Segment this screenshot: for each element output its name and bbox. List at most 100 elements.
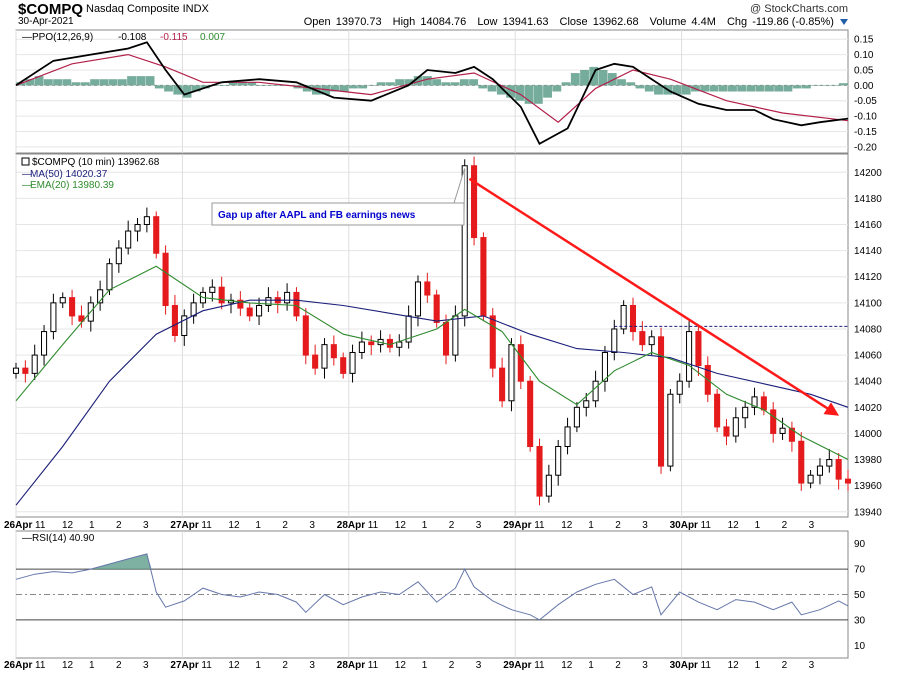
- candle-body: [555, 445, 562, 476]
- close-value: 13962.68: [592, 16, 639, 28]
- ppo-histogram-bar: [385, 82, 395, 86]
- ppo-histogram-bar: [672, 85, 682, 95]
- annotation-box: [211, 202, 465, 226]
- rsi-x-tick-label: 11: [368, 660, 379, 671]
- candle-body: [143, 216, 150, 226]
- ppo-histogram-bar: [339, 85, 349, 92]
- annotation-text: Gap up after AAPL and FB earnings news: [218, 210, 416, 221]
- candle-body: [760, 396, 767, 411]
- rsi-legend-swatch: —: [22, 533, 32, 544]
- candle-body: [816, 465, 823, 476]
- ppo-histogram-bar: [219, 85, 229, 86]
- price-x-tick-label: 3: [642, 520, 648, 531]
- price-tick-label: 14040: [854, 377, 882, 388]
- price-x-tick-label: 1: [422, 520, 428, 531]
- ppo-legend-value: -0.108: [118, 32, 147, 43]
- ppo-tick-label: 0.00: [854, 81, 874, 92]
- candle-body: [31, 354, 38, 374]
- price-x-tick-label: 26Apr: [4, 520, 32, 531]
- price-x-tick-label: 12: [62, 520, 74, 531]
- candle-body: [844, 478, 852, 484]
- ppo-tick-label: -0.20: [854, 142, 877, 153]
- candle-body: [22, 367, 29, 374]
- ppo-histogram-bar: [783, 85, 793, 92]
- candle-body: [611, 328, 618, 353]
- rsi-x-tick-label: 3: [642, 660, 648, 671]
- price-tick-label: 14080: [854, 324, 882, 335]
- candle-body: [798, 440, 805, 484]
- ohlc-readout: Open 13970.73 High 14084.76 Low 13941.63…: [304, 16, 848, 28]
- ppo-histogram-bar: [247, 82, 257, 86]
- ppo-histogram-bar: [265, 85, 275, 86]
- candle-body: [340, 357, 347, 374]
- ppo-tick-label: -0.05: [854, 96, 877, 107]
- price-x-tick-label: 3: [309, 520, 315, 531]
- ppo-histogram-bar: [617, 79, 626, 86]
- price-x-tick-label: 1: [588, 520, 594, 531]
- ma50-line: [15, 299, 849, 506]
- ppo-histogram-bar: [459, 79, 469, 86]
- candle-body: [676, 380, 683, 395]
- rsi-x-tick-label: 3: [809, 660, 815, 671]
- candle-body: [265, 297, 272, 306]
- candle-body: [59, 297, 66, 304]
- candle-body: [657, 336, 665, 467]
- candle-body: [12, 367, 20, 374]
- price-x-tick-label: 28Apr: [337, 520, 365, 531]
- price-x-tick-label: 12: [728, 520, 740, 531]
- candle-body: [452, 315, 459, 356]
- candle-body: [461, 165, 468, 317]
- price-tick-label: 14180: [854, 194, 882, 205]
- ppo-histogram-bar: [441, 82, 451, 86]
- ppo-histogram-bar: [358, 85, 368, 89]
- ppo-histogram-bar: [395, 79, 405, 86]
- volume-label: Volume: [649, 16, 687, 28]
- rsi-x-tick-label: 28Apr: [337, 660, 365, 671]
- candle-body: [508, 344, 515, 402]
- chg-value: -119.86 (-0.85%): [752, 16, 834, 28]
- price-x-tick-label: 11: [368, 520, 379, 531]
- ppo-legend-title: PPO(12,26,9): [32, 32, 93, 43]
- chart-header: $COMPQ Nasdaq Composite INDX 30-Apr-2021…: [0, 0, 900, 30]
- chg-label: Chg: [726, 16, 748, 28]
- price-x-tick-label: 30Apr: [670, 520, 698, 531]
- ppo-histogram-bar: [173, 85, 183, 95]
- price-tick-label: 14100: [854, 298, 882, 309]
- ppo-histogram-bar: [561, 82, 571, 86]
- ppo-histogram-bar: [838, 83, 848, 86]
- rsi-x-tick-label: 3: [143, 660, 149, 671]
- chevron-down-icon[interactable]: [840, 19, 848, 26]
- candle-body: [312, 354, 319, 369]
- candle-body: [218, 286, 225, 304]
- ppo-histogram-bar: [404, 79, 414, 86]
- ppo-histogram-bar: [709, 85, 719, 92]
- ppo-histogram-bar: [728, 85, 737, 92]
- rsi-x-tick-label: 11: [534, 660, 545, 671]
- ppo-histogram-bar: [62, 79, 72, 86]
- ppo-tick-label: -0.15: [854, 127, 877, 138]
- candle-body: [779, 427, 786, 434]
- ppo-histogram-bar: [792, 85, 802, 89]
- ema20-line: [15, 265, 849, 460]
- ppo-histogram-bar: [570, 73, 580, 86]
- ppo-histogram-bar: [71, 82, 81, 86]
- rsi-x-tick-label: 12: [228, 660, 240, 671]
- candle-body: [237, 299, 244, 309]
- ppo-histogram-bar: [607, 73, 617, 86]
- rsi-x-tick-label: 26Apr: [4, 660, 32, 671]
- rsi-x-tick-label: 3: [476, 660, 482, 671]
- rsi-x-tick-label: 11: [701, 660, 712, 671]
- credit-link[interactable]: @ StockCharts.com: [750, 3, 848, 15]
- price-x-tick-label: 1: [89, 520, 95, 531]
- ppo-legend-swatch: —: [22, 32, 32, 43]
- candle-body: [629, 304, 637, 333]
- rsi-x-tick-label: 12: [395, 660, 407, 671]
- ppo-histogram-bar: [275, 85, 284, 86]
- high-label: High: [392, 16, 416, 28]
- candle-body: [321, 344, 328, 369]
- ppo-histogram-bar: [589, 66, 599, 86]
- ppo-histogram-bar: [53, 79, 63, 86]
- candle-body: [69, 297, 76, 317]
- ppo-legend-hist: 0.007: [200, 32, 225, 43]
